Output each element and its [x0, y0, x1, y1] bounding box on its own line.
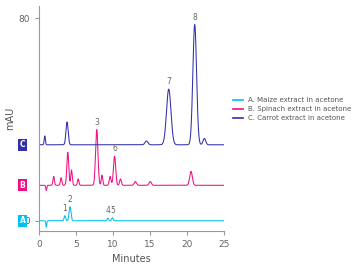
- Text: 3: 3: [94, 117, 99, 127]
- Legend: A. Maize extract in acetone, B. Spinach extract in acetone, C. Carrot extract in: A. Maize extract in acetone, B. Spinach …: [230, 95, 355, 124]
- Text: 7: 7: [166, 77, 171, 86]
- Text: 1: 1: [62, 204, 67, 213]
- Text: 8: 8: [192, 12, 197, 22]
- Text: 5: 5: [110, 206, 115, 215]
- Text: A: A: [19, 216, 26, 225]
- X-axis label: Minutes: Minutes: [112, 254, 151, 264]
- Text: 6: 6: [112, 144, 117, 153]
- Text: 2: 2: [68, 195, 73, 204]
- Y-axis label: mAU: mAU: [5, 107, 16, 130]
- Text: C: C: [20, 140, 25, 149]
- Text: 4: 4: [105, 206, 110, 215]
- Text: B: B: [19, 181, 25, 190]
